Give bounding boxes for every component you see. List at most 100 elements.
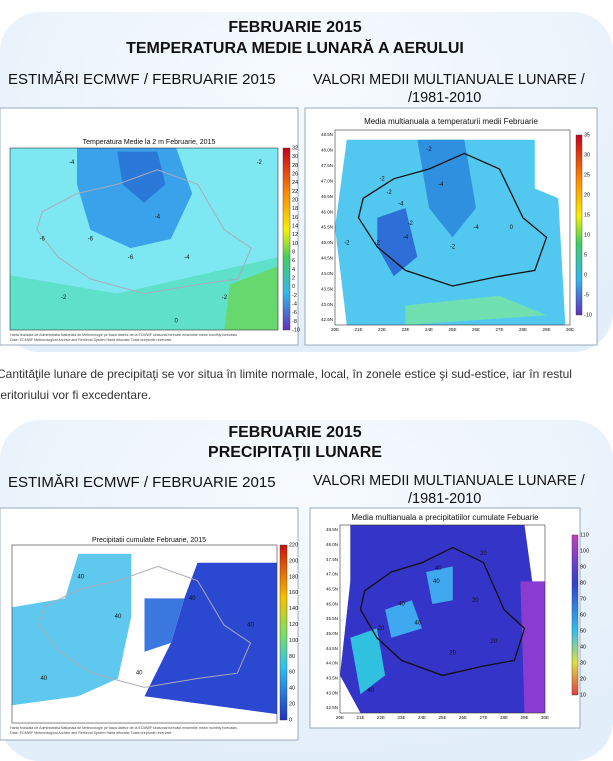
color-bar-label: 180 [289,574,298,580]
column-heading: ESTIMĂRI ECMWF / FEBRUARIE 2015 [8,474,276,491]
color-bar-label: -4 [292,301,297,307]
color-bar-label: 14 [292,223,298,229]
y-axis-label: 44.5N [326,646,338,651]
color-bar-label: 6 [292,258,295,264]
map-area [12,553,132,706]
map-area [520,581,545,713]
color-bar-label: 10 [292,241,298,247]
y-axis-label: 46.0N [326,601,338,606]
paragraph-line: teritoriului vor fi excedentare. [0,388,151,402]
color-bar-label: -5 [584,292,589,298]
paragraph-line: Cantităţile lunare de precipitaţi se vor… [0,367,572,381]
color-bar [279,544,288,721]
x-axis-label: 24E [425,327,433,332]
map-area [405,295,547,325]
map-area [385,600,422,638]
column-heading: ESTIMĂRI ECMWF / FEBRUARIE 2015 [8,71,276,88]
contour-label: 20 [472,598,479,604]
map-area [377,208,418,277]
color-bar-label: 0 [292,284,295,290]
plot-frame [9,147,279,331]
y-axis-label: 46.0N [321,209,333,214]
map-area [144,598,185,652]
x-axis-label: 25E [448,327,456,332]
color-bar-label: 100 [289,638,298,644]
map-footer: Harta realizata de Administratia Nationa… [10,333,237,337]
contour-label: 40 [40,676,47,682]
color-bar-label: 20 [580,676,586,682]
x-axis-label: 26E [472,327,480,332]
y-axis-label: 48.0N [321,148,333,153]
color-bar-label: 22 [292,189,298,195]
map-area [417,139,476,238]
section-title: FEBRUARIE 2015 [228,424,361,441]
color-bar-label: -8 [292,319,297,325]
map-area [77,148,193,249]
x-axis-label: 25E [438,715,446,720]
contour-label: -4 [184,255,190,261]
contour-label: -4 [398,202,404,208]
map-area [426,566,453,604]
y-axis-label: 47.5N [326,557,338,562]
color-bar-label: 90 [580,564,586,570]
color-bar-label: 4 [292,267,295,273]
color-bar [575,134,583,316]
map-title: Media multianuala a precipitatiilor cumu… [351,513,539,522]
x-axis-label: 23E [401,327,409,332]
contour-label: -2 [344,241,350,247]
contour-label: -2 [379,176,385,182]
column-heading: /1981-2010 [408,491,481,507]
color-bar-label: -10 [292,327,300,333]
contour-label: -2 [61,295,67,301]
country-border [359,546,526,677]
country-border [37,565,252,688]
color-bar-label: 2 [292,275,295,281]
contour-label: 20 [480,551,487,557]
contour-label: 20 [378,626,385,632]
color-bar-label: 30 [584,152,590,158]
contour-label: 40 [398,602,405,608]
country-border [36,169,252,295]
y-axis-label: 42.5N [326,705,338,710]
color-bar-label: 60 [580,612,586,618]
color-bar-label: 8 [292,249,295,255]
y-axis-label: 44.0N [326,661,338,666]
color-bar-label: 28 [292,163,298,169]
color-bar-label: 160 [289,590,298,596]
contour-label: -4 [403,235,409,241]
color-bar-label: 35 [584,132,590,138]
map-area [350,628,386,695]
map-title: Precipitatii cumulate Februarie, 2015 [92,537,206,544]
color-bar [282,147,291,331]
x-axis-label: 21E [356,715,364,720]
contour-label: -6 [88,237,94,243]
color-bar-label: 0 [289,717,292,723]
column-heading: VALORI MEDII MULTIANUALE LUNARE / [313,473,586,489]
color-bar-label: 140 [289,606,298,612]
map-title: Temperatura Medie la 2 m Februarie, 2015 [83,139,216,146]
y-axis-label: 47.5N [321,163,333,168]
x-axis-label: 22E [377,715,385,720]
y-axis-label: 48.5N [326,527,338,532]
x-axis-label: 20E [331,327,339,332]
column-heading: /1981-2010 [408,90,481,106]
contour-label: -2 [257,160,263,166]
contour-label: 0 [174,318,178,324]
map-footer: Harta realizata de Administratia Nationa… [10,726,237,730]
plot-frame [11,544,278,724]
y-axis-label: 43.0N [326,690,338,695]
contour-label: -2 [222,295,228,301]
color-bar-label: 200 [289,558,298,564]
color-bar-label: 80 [580,580,586,586]
color-bar-label: 40 [580,644,586,650]
color-bar-label: 10 [584,232,590,238]
y-axis-label: 43.0N [321,302,333,307]
x-axis-label: 26E [459,715,467,720]
contour-label: -4 [438,182,444,188]
x-axis-label: 29E [542,327,550,332]
x-axis-label: 27E [495,327,503,332]
y-axis-label: 48.0N [326,542,338,547]
color-bar-label: 25 [584,172,590,178]
contour-label: -2 [450,245,456,251]
contour-label: 40 [115,614,122,620]
